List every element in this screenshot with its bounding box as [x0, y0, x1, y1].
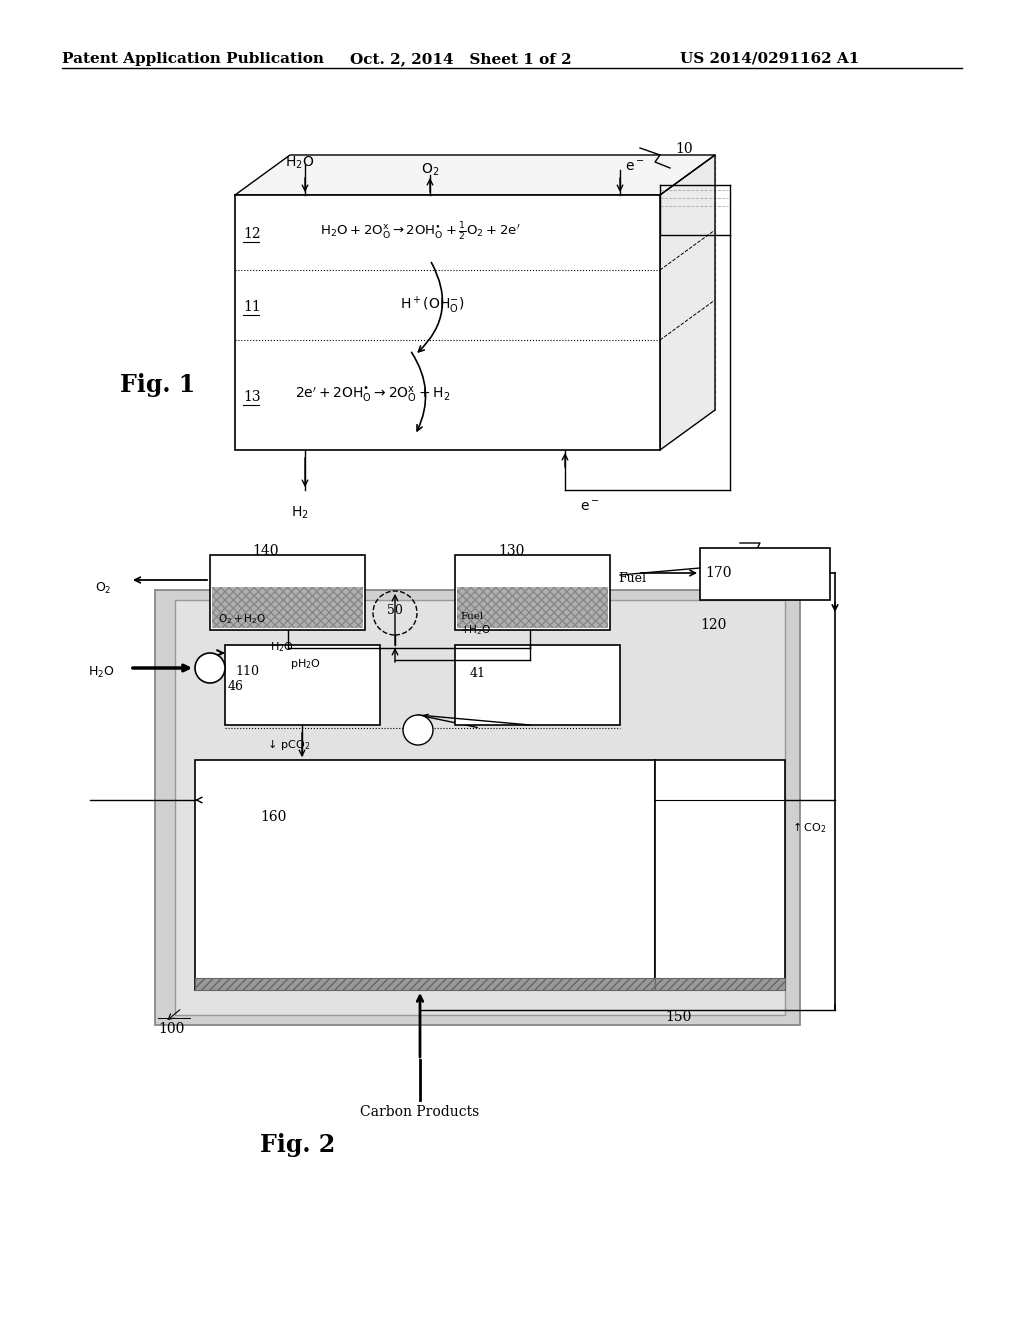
Text: $\mathrm{2e^{\prime}+2OH_O^{\bullet}{\to}2O_O^x+H_2}$: $\mathrm{2e^{\prime}+2OH_O^{\bullet}{\to…: [295, 385, 451, 405]
Bar: [195, 760, 655, 990]
Text: $\mathrm{O_2+H_2O}$: $\mathrm{O_2+H_2O}$: [218, 612, 266, 626]
Text: Fuel
$\mathrm{+H_2O}$: Fuel $\mathrm{+H_2O}$: [460, 612, 492, 636]
Text: $\mathrm{e^-}$: $\mathrm{e^-}$: [625, 160, 645, 174]
Polygon shape: [234, 154, 715, 195]
Text: Oct. 2, 2014   Sheet 1 of 2: Oct. 2, 2014 Sheet 1 of 2: [350, 51, 571, 66]
Text: 46: 46: [228, 680, 244, 693]
Bar: [455, 554, 610, 630]
Text: $\mathrm{H_2}$: $\mathrm{H_2}$: [291, 506, 309, 521]
Circle shape: [195, 653, 225, 682]
Text: $\mathrm{pH_2O}$: $\mathrm{pH_2O}$: [290, 657, 321, 671]
Text: $\mathrm{H_2O}$: $\mathrm{H_2O}$: [88, 665, 115, 680]
Bar: [234, 195, 660, 450]
Text: 10: 10: [675, 143, 692, 156]
Text: Carbon Products: Carbon Products: [360, 1105, 479, 1119]
Text: 140: 140: [252, 544, 279, 558]
Bar: [455, 645, 620, 725]
Text: Fig. 2: Fig. 2: [260, 1133, 335, 1158]
Text: Patent Application Publication: Patent Application Publication: [62, 51, 324, 66]
Bar: [655, 760, 785, 990]
Text: 50: 50: [387, 603, 402, 616]
Bar: [155, 590, 800, 1026]
Text: $\mathrm{H^+(OH_O^{-})}$: $\mathrm{H^+(OH_O^{-})}$: [400, 294, 465, 315]
Text: 170: 170: [705, 566, 731, 579]
Bar: [175, 601, 785, 1015]
Text: 100: 100: [158, 1022, 184, 1036]
Text: $\mathrm{O_2}$: $\mathrm{O_2}$: [421, 162, 439, 178]
Bar: [212, 587, 362, 628]
Text: Fuel: Fuel: [618, 572, 646, 585]
Text: 110: 110: [234, 665, 259, 678]
Bar: [210, 554, 365, 630]
Text: $\mathrm{O_2}$: $\mathrm{O_2}$: [95, 581, 112, 597]
Text: $\mathrm{H_2O+2O_O^x{\to}2OH_O^{\bullet}+\frac{1}{2}O_2+2e^{\prime}}$: $\mathrm{H_2O+2O_O^x{\to}2OH_O^{\bullet}…: [319, 220, 520, 243]
Bar: [225, 645, 380, 725]
Text: 130: 130: [498, 544, 524, 558]
Bar: [195, 978, 655, 990]
Bar: [700, 548, 830, 601]
Bar: [457, 587, 608, 628]
Text: 120: 120: [700, 618, 726, 632]
Text: $\mathrm{H_2O}$: $\mathrm{H_2O}$: [270, 640, 294, 653]
Text: 12: 12: [243, 227, 261, 242]
Circle shape: [403, 715, 433, 744]
Polygon shape: [660, 154, 715, 450]
Text: $\downarrow\,\mathrm{pCO_2}$: $\downarrow\,\mathrm{pCO_2}$: [265, 737, 310, 752]
Text: 41: 41: [470, 667, 486, 680]
Text: US 2014/0291162 A1: US 2014/0291162 A1: [680, 51, 859, 66]
Text: $\mathrm{e^-}$: $\mathrm{e^-}$: [580, 500, 600, 513]
Text: 11: 11: [243, 300, 261, 314]
Text: 150: 150: [665, 1010, 691, 1024]
Text: Fig. 1: Fig. 1: [120, 374, 196, 397]
Text: 160: 160: [260, 810, 287, 824]
Bar: [655, 978, 785, 990]
Text: $\uparrow\mathrm{CO_2}$: $\uparrow\mathrm{CO_2}$: [790, 820, 826, 834]
Text: $\mathrm{H_2O}$: $\mathrm{H_2O}$: [286, 154, 314, 172]
Text: 13: 13: [243, 389, 261, 404]
